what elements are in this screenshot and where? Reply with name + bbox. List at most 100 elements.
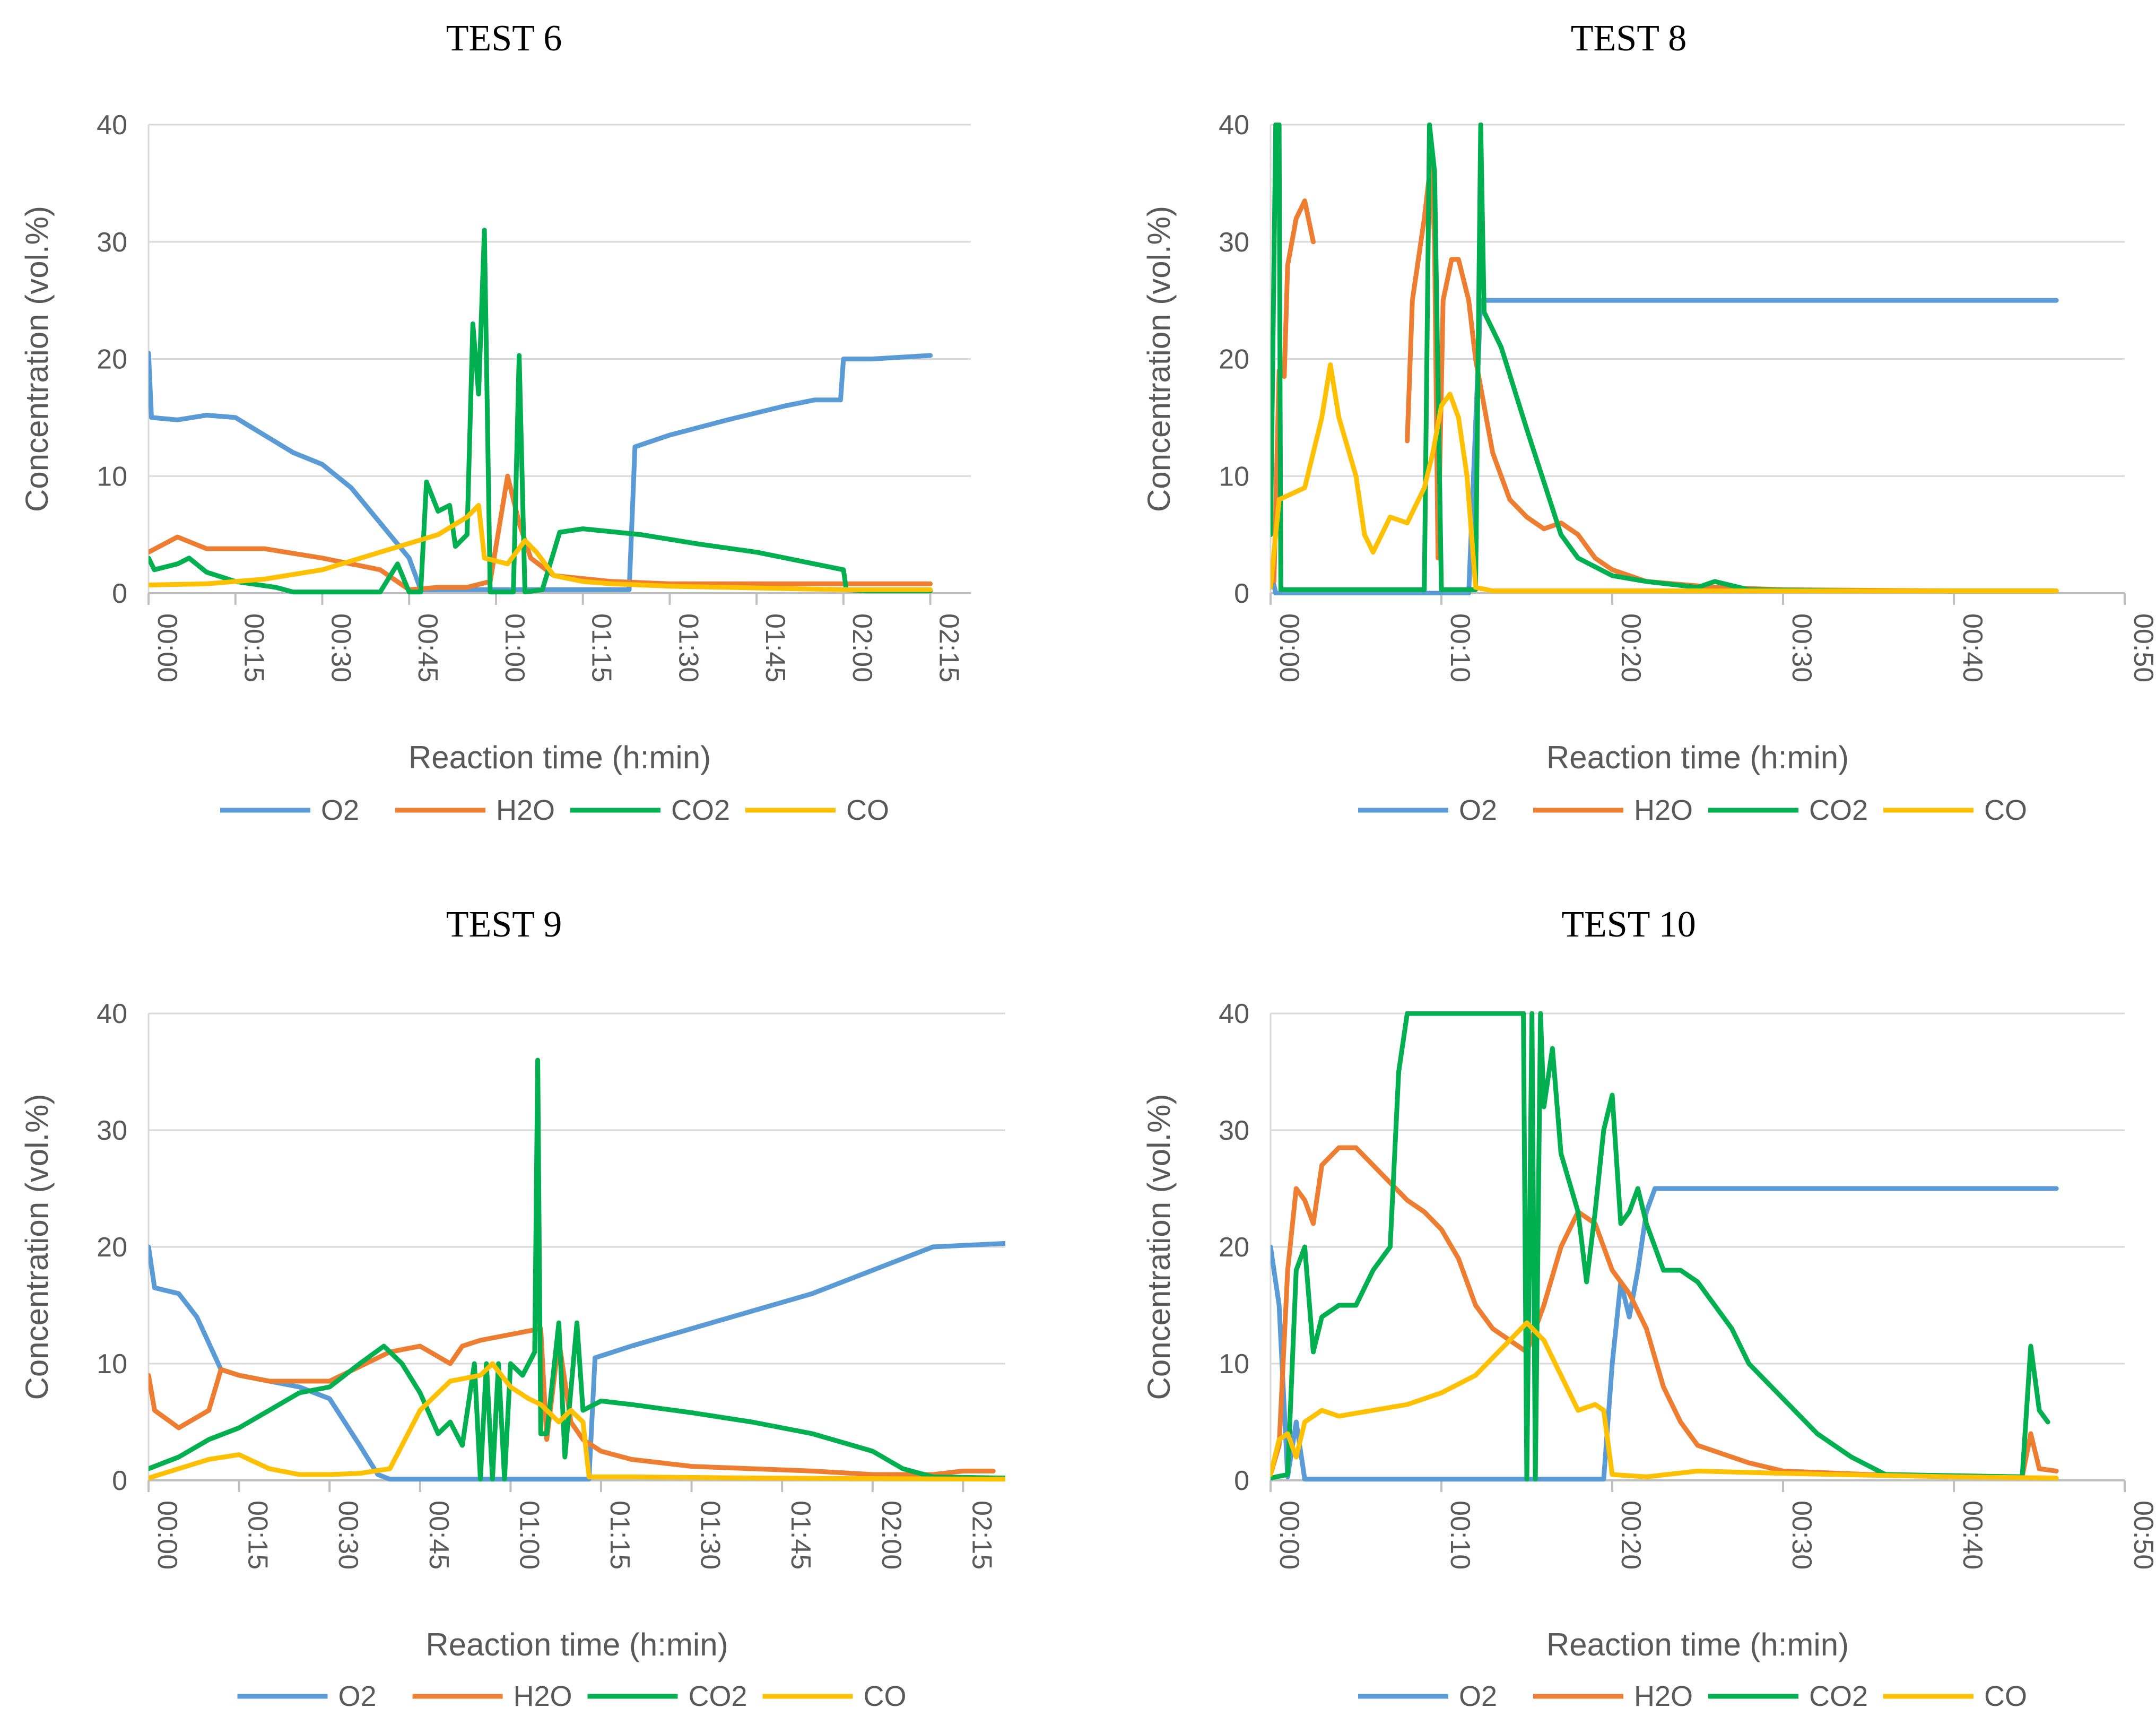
series-line-co2 [149, 228, 933, 595]
x-tick-label: 01:30 [695, 1501, 726, 1570]
legend-label-h2o: H2O [1634, 794, 1693, 826]
y-tick-label: 0 [1234, 1466, 1249, 1496]
x-tick-label: 01:30 [673, 613, 703, 682]
legend-label-o2: O2 [321, 794, 359, 826]
y-axis-label: Concentration (vol.%) [1141, 206, 1177, 512]
series-line-h2o [149, 1326, 996, 1477]
y-tick-label: 20 [97, 344, 127, 375]
legend-label-co: CO [1984, 1680, 2027, 1712]
legend-label-co: CO [864, 1680, 907, 1712]
x-tick-label: 00:20 [1615, 613, 1646, 682]
x-tick-label: 02:15 [934, 613, 964, 682]
x-tick-label: 02:00 [876, 1501, 907, 1570]
y-tick-label: 40 [1219, 110, 1249, 141]
x-axis-label: Reaction time (h:min) [408, 740, 711, 775]
series-line-h2o [149, 473, 933, 592]
series-line-o2 [1271, 1186, 2059, 1482]
y-tick-label: 30 [1219, 227, 1249, 258]
series-line-co [149, 502, 933, 592]
legend-label-o2: O2 [1459, 794, 1497, 826]
x-tick-label: 00:00 [152, 1501, 182, 1570]
chart-title: TEST 10 [1561, 904, 1696, 945]
x-tick-label: 00:45 [412, 613, 443, 682]
y-tick-label: 10 [1219, 461, 1249, 492]
series-line-co [1271, 1320, 2059, 1481]
y-tick-label: 20 [97, 1232, 127, 1263]
x-tick-label: 00:15 [242, 1501, 273, 1570]
series-line-h2o [1405, 157, 2059, 594]
legend-label-h2o: H2O [1634, 1680, 1693, 1712]
series-line-o2 [149, 1241, 1005, 1482]
y-axis-label: Concentration (vol.%) [19, 206, 55, 512]
x-tick-label: 02:15 [966, 1501, 997, 1570]
series-line-co2 [1271, 123, 2059, 594]
x-tick-label: 01:00 [514, 1501, 544, 1570]
legend-label-h2o: H2O [514, 1680, 572, 1712]
x-tick-label: 00:30 [325, 613, 356, 682]
legend-label-o2: O2 [1459, 1680, 1497, 1712]
x-axis-label: Reaction time (h:min) [425, 1627, 728, 1662]
chart-panel-2: TEST 8 0 10 20 30 40 00:00 00:10 00:20 00:30 00:40… [1141, 18, 2156, 826]
x-tick-label: 01:15 [604, 1501, 635, 1570]
y-axis-label: Concentration (vol.%) [19, 1094, 55, 1400]
chart-panel-4: TEST 10 0 10 20 30 40 00:00 00:10 00:20 00:30 00:4… [1141, 904, 2156, 1712]
chart-panel-3: TEST 9 0 10 20 30 40 00:00 00:15 00:30 00:45 01:00… [19, 904, 1005, 1712]
x-tick-label: 00:20 [1615, 1501, 1646, 1570]
x-tick-label: 00:00 [1274, 613, 1305, 682]
legend-label-co2: CO2 [689, 1680, 747, 1712]
y-tick-label: 10 [1219, 1349, 1249, 1380]
x-tick-label: 00:40 [1957, 1501, 1988, 1570]
series-line-h2o [1271, 1145, 2059, 1479]
x-tick-label: 00:15 [239, 613, 270, 682]
x-axis-label: Reaction time (h:min) [1546, 740, 1849, 775]
y-tick-label: 10 [97, 1349, 127, 1380]
x-tick-label: 00:00 [152, 613, 182, 682]
legend-label-co2: CO2 [1809, 794, 1868, 826]
chart-title: TEST 9 [446, 904, 562, 945]
y-tick-label: 30 [1219, 1115, 1249, 1146]
y-tick-label: 40 [1219, 999, 1249, 1029]
x-axis-label: Reaction time (h:min) [1546, 1627, 1849, 1662]
series-line-co2 [1271, 1011, 2050, 1482]
x-tick-label: 00:30 [1786, 613, 1817, 682]
chart-title: TEST 6 [446, 18, 562, 59]
x-tick-label: 01:45 [760, 613, 790, 682]
legend-label-co: CO [1984, 794, 2027, 826]
x-tick-label: 00:50 [2128, 613, 2156, 682]
x-tick-label: 00:45 [423, 1501, 454, 1570]
series-line-o2 [1271, 298, 2059, 595]
legend-label-co2: CO2 [671, 794, 730, 826]
x-tick-label: 00:50 [2128, 1501, 2156, 1570]
series-line-co [1271, 362, 2059, 594]
y-tick-label: 40 [97, 110, 127, 141]
y-tick-label: 0 [1234, 578, 1249, 609]
y-tick-label: 40 [97, 999, 127, 1029]
legend-label-o2: O2 [338, 1680, 377, 1712]
x-tick-label: 00:10 [1445, 613, 1475, 682]
chart-title: TEST 8 [1571, 18, 1686, 59]
series-line-co2 [149, 1057, 1005, 1482]
x-tick-label: 01:15 [586, 613, 617, 682]
y-tick-label: 30 [97, 1115, 127, 1146]
legend-label-co2: CO2 [1809, 1680, 1868, 1712]
series-line-o2 [149, 351, 933, 592]
x-tick-label: 00:10 [1445, 1501, 1475, 1570]
y-tick-label: 20 [1219, 344, 1249, 375]
legend-label-co: CO [846, 794, 889, 826]
y-tick-label: 0 [112, 1466, 127, 1496]
x-tick-label: 00:30 [1786, 1501, 1817, 1570]
y-tick-label: 20 [1219, 1232, 1249, 1263]
y-tick-label: 30 [97, 227, 127, 258]
x-tick-label: 01:00 [499, 613, 530, 682]
legend-label-h2o: H2O [496, 794, 555, 826]
series-line-co [149, 1361, 1005, 1482]
y-tick-label: 10 [97, 461, 127, 492]
x-tick-label: 00:00 [1274, 1501, 1305, 1570]
y-axis-label: Concentration (vol.%) [1141, 1094, 1177, 1400]
y-tick-label: 0 [112, 578, 127, 609]
chart-panel-1: TEST 6 0 10 20 30 40 00:00 00:15 00:30 00:45 01:00… [19, 18, 971, 826]
x-tick-label: 01:45 [785, 1501, 816, 1570]
x-tick-label: 00:30 [333, 1501, 363, 1570]
x-tick-label: 00:40 [1957, 613, 1988, 682]
